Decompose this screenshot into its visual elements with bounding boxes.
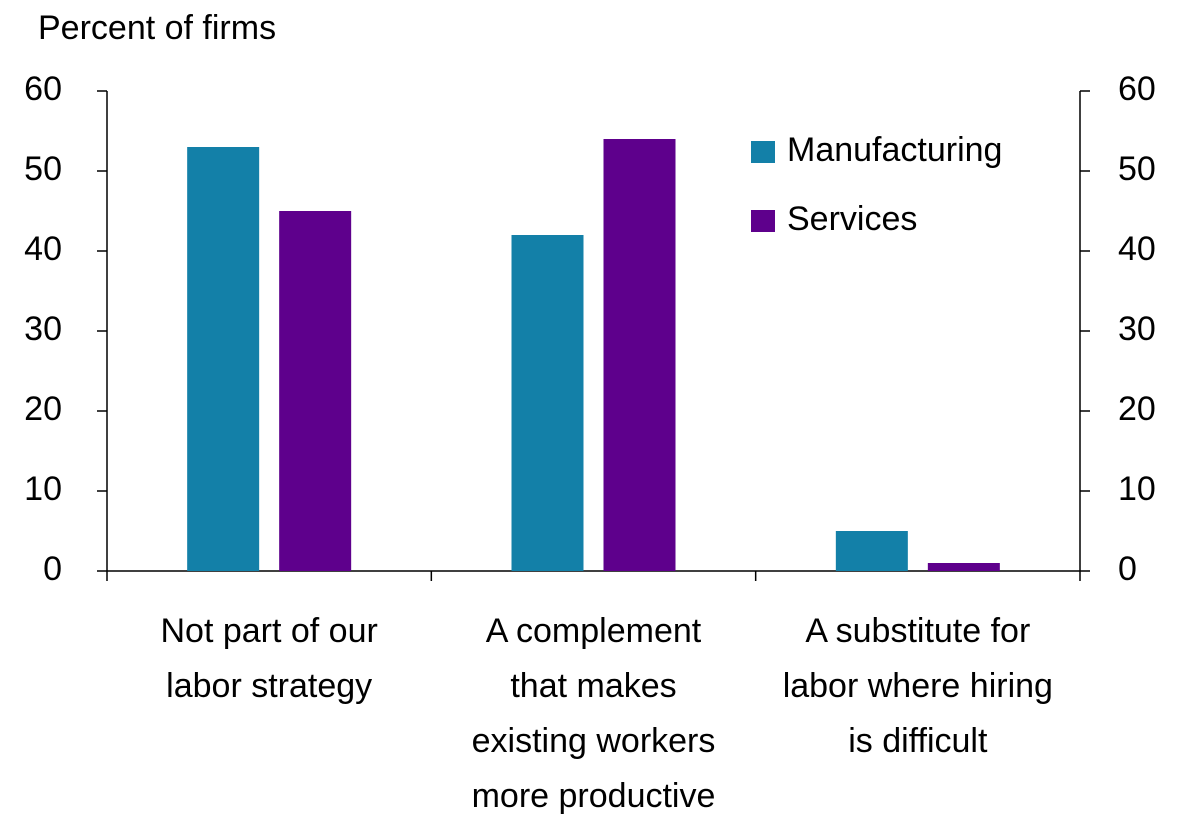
- y-tick-label: 50: [24, 150, 62, 188]
- y2-tick-label: 10: [1118, 470, 1156, 508]
- bar: [927, 563, 1000, 571]
- x-tick-label: Not part of our: [160, 612, 377, 650]
- y-tick-label: 60: [24, 70, 62, 108]
- y-tick-label: 10: [24, 470, 62, 508]
- y2-tick-label: 50: [1118, 150, 1156, 188]
- x-tick-label: labor where hiring: [783, 667, 1053, 705]
- y2-tick-label: 0: [1118, 550, 1137, 588]
- x-tick-label: existing workers: [472, 722, 716, 760]
- bar: [603, 139, 676, 571]
- x-tick-label: A substitute for: [805, 612, 1030, 650]
- x-tick-label: is difficult: [848, 722, 988, 760]
- legend-label: Manufacturing: [787, 131, 1002, 169]
- x-tick-label: A complement: [486, 612, 702, 650]
- bar: [279, 211, 352, 571]
- x-tick-label: that makes: [510, 667, 676, 705]
- legend-swatch: [751, 210, 775, 232]
- y-tick-label: 30: [24, 310, 62, 348]
- y2-tick-label: 40: [1118, 230, 1156, 268]
- y2-tick-label: 30: [1118, 310, 1156, 348]
- x-tick-label: more productive: [472, 777, 716, 815]
- bar: [187, 147, 260, 571]
- y-tick-label: 20: [24, 390, 62, 428]
- y-tick-label: 0: [43, 550, 62, 588]
- legend-label: Services: [787, 200, 917, 238]
- bar: [511, 235, 584, 571]
- bar: [835, 531, 908, 571]
- y2-tick-label: 60: [1118, 70, 1156, 108]
- y-axis-label: Percent of firms: [38, 9, 276, 47]
- y2-tick-label: 20: [1118, 390, 1156, 428]
- y-tick-label: 40: [24, 230, 62, 268]
- x-tick-label: labor strategy: [166, 667, 372, 705]
- legend-swatch: [751, 141, 775, 163]
